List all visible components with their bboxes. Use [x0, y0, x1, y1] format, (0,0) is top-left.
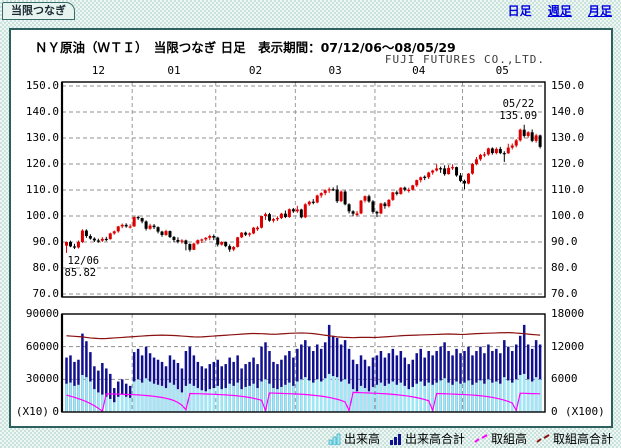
legend-label-volume-total: 出来高合計	[404, 432, 465, 446]
legend-item-open-interest: 取組高	[474, 430, 527, 447]
legend-item-volume-total: 出来高合計	[389, 430, 465, 447]
link-monthly[interactable]: 月足	[587, 4, 612, 18]
volume-bars	[65, 324, 542, 412]
open-interest-line-icon	[474, 434, 488, 443]
legend-label-volume: 出来高	[343, 432, 380, 446]
price-axis-left-tick: 150.0	[25, 79, 59, 92]
tab-current-contract[interactable]: 当限つなぎ	[2, 2, 75, 20]
price-axis-right-tick: 130.0	[551, 131, 585, 144]
volume-total-bars-icon	[389, 434, 401, 445]
price-axis-left-tick: 80.0	[32, 261, 60, 274]
month-label: 05	[495, 64, 509, 77]
legend-label-open-interest-total: 取組高合計	[552, 432, 613, 446]
annotation-price: 85.82	[65, 267, 97, 279]
price-axis-left-tick: 120.0	[25, 157, 59, 170]
legend-item-volume: 出来高	[328, 430, 380, 447]
tab-label: 当限つなぎ	[11, 4, 66, 17]
month-label: 02	[248, 64, 263, 77]
volume-axis-right-tick: 12000	[551, 339, 585, 353]
volume-right-unit: (X100)	[565, 405, 605, 418]
gridlines	[62, 82, 545, 412]
chart-borders	[60, 81, 546, 413]
annotation-date: 05/22	[503, 98, 535, 110]
volume-bars-icon	[328, 433, 341, 445]
volume-axis-left-tick: 60000	[25, 339, 59, 353]
volume-axis-left-tick: 30000	[25, 372, 59, 386]
price-axis-right-tick: 150.0	[551, 79, 585, 92]
month-label: 01	[167, 64, 181, 77]
price-axis-right-tick: 100.0	[551, 209, 585, 222]
price-axis-left-tick: 110.0	[25, 183, 59, 196]
price-axis-right-tick: 70.0	[551, 287, 578, 300]
price-axis-right-tick: 140.0	[551, 105, 585, 118]
volume-left-unit: (X10)	[15, 405, 49, 418]
open-interest-total-line-icon	[536, 434, 550, 443]
price-axis-left-tick: 130.0	[25, 131, 59, 144]
candlestick-series	[65, 124, 542, 253]
legend-item-open-interest-total: 取組高合計	[536, 430, 613, 447]
annotation-date: 12/06	[68, 255, 100, 267]
open-interest-lines	[66, 332, 541, 413]
company-name: FUJI FUTURES CO.,LTD.	[384, 53, 545, 66]
month-label: 12	[91, 64, 105, 77]
chart-legend: 出来高 出来高合計 取組高 取組高合計	[328, 430, 613, 447]
price-axis-left-tick: 70.0	[32, 287, 60, 300]
chart-title: ＮＹ原油（ＷＴＩ） 当限つなぎ 日足 表示期間：07/12/06～08/05/2…	[35, 40, 456, 55]
chart-panel: ＮＹ原油（ＷＴＩ） 当限つなぎ 日足 表示期間：07/12/06～08/05/2…	[9, 28, 613, 428]
volume-axis-right-tick: 0	[551, 405, 558, 418]
price-axis-right-tick: 80.0	[551, 261, 578, 274]
link-daily[interactable]: 日足	[507, 4, 532, 18]
price-axis-left-tick: 100.0	[25, 209, 59, 222]
volume-axis-right-tick: 6000	[551, 372, 578, 386]
volume-axis-left-tick: 90000	[25, 307, 59, 320]
link-weekly[interactable]: 週足	[547, 4, 572, 18]
price-axis-right-tick: 90.0	[551, 235, 578, 248]
price-axis-left-tick: 90.0	[32, 235, 60, 248]
month-label: 03	[328, 64, 342, 77]
legend-label-open-interest: 取組高	[490, 432, 527, 446]
annotation-price: 135.09	[499, 110, 537, 122]
price-axis-right-tick: 110.0	[551, 183, 585, 196]
price-axis-left-tick: 140.0	[25, 105, 59, 118]
volume-axis-left-tick: 0	[52, 405, 59, 418]
volume-axis-right-tick: 18000	[551, 307, 585, 320]
price-axis-right-tick: 120.0	[551, 157, 585, 170]
period-links: 日足 週足 月足	[496, 2, 612, 19]
month-label: 04	[412, 64, 426, 77]
